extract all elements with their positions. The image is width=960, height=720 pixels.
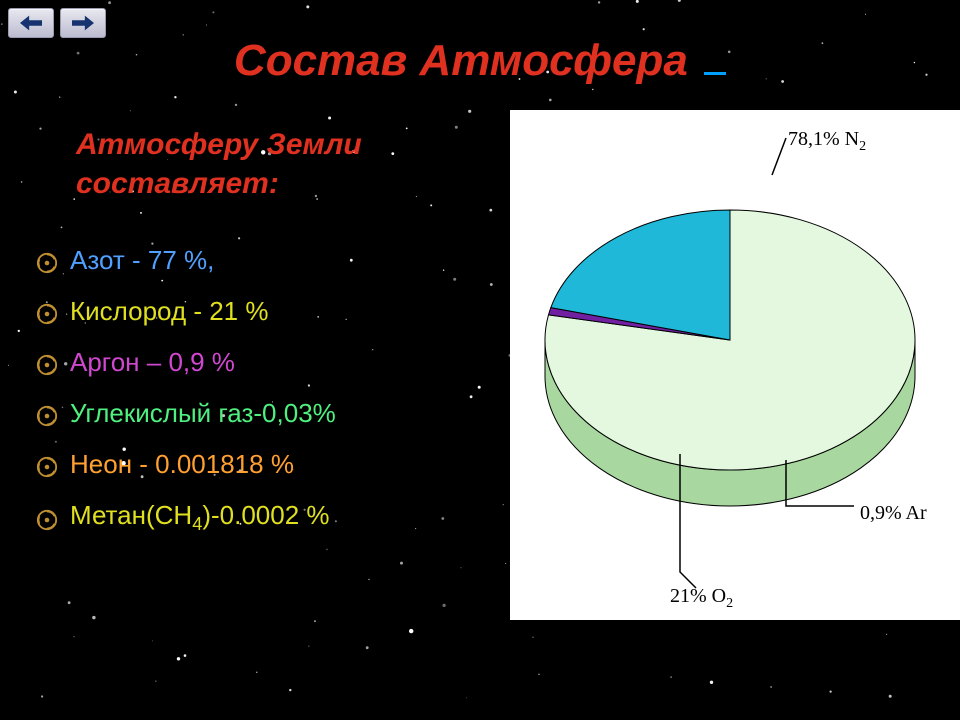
bullet-icon [36,507,58,529]
subtitle: Атмосферу Земли составляет: [76,125,362,203]
list-item-label: Метан(CH4)-0.0002 % [70,500,330,535]
list-item-label: Углекислый газ-0,03% [70,398,336,429]
title-cursor [704,72,726,75]
list-item-label: Неон - 0.001818 % [70,449,294,480]
list-item: Углекислый газ-0,03% [36,398,336,429]
list-item-label: Аргон – 0,9 % [70,347,235,378]
bullet-icon [36,352,58,374]
nav-prev-button[interactable] [8,8,54,38]
composition-list: Азот - 77 %, Кислород - 21 % Аргон – 0,9… [36,245,336,555]
arrow-right-icon [72,15,94,31]
pie-label-n2: 78,1% N2 [788,128,866,155]
nav-next-button[interactable] [60,8,106,38]
pie-label-ar: 0,9% Ar [860,502,927,525]
bullet-icon [36,403,58,425]
list-item: Аргон – 0,9 % [36,347,336,378]
bullet-icon [36,454,58,476]
subtitle-line2: составляет: [76,164,362,203]
title-text: Состав Атмосфера [234,36,688,85]
pie-chart-svg [510,110,960,620]
pie-label-o2: 21% O2 [670,585,733,612]
bullet-icon [36,301,58,323]
bullet-icon [36,250,58,272]
list-item: Азот - 77 %, [36,245,336,276]
pie-chart-panel: 78,1% N2 0,9% Ar 21% O2 [510,110,960,620]
list-item: Кислород - 21 % [36,296,336,327]
arrow-left-icon [20,15,42,31]
subtitle-line1: Атмосферу Земли [76,125,362,164]
list-item: Метан(CH4)-0.0002 % [36,500,336,535]
list-item-label: Кислород - 21 % [70,296,268,327]
slide-title: Состав Атмосфера [0,36,960,86]
list-item-label: Азот - 77 %, [70,245,214,276]
list-item: Неон - 0.001818 % [36,449,336,480]
